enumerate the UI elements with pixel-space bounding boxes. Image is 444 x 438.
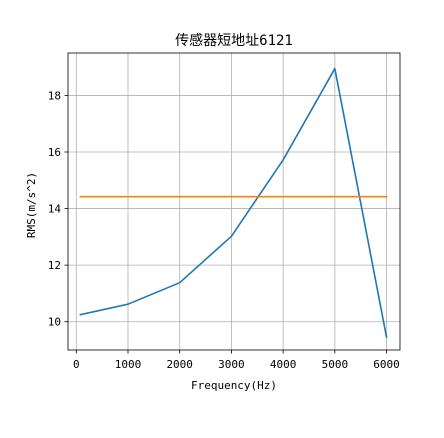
chart-title: 传感器短地址6121 [175,32,293,49]
y-tick-label: 18 [48,89,61,102]
ticks: 0 1000 2000 3000 4000 5000 6000 10 12 14 16 18 [48,89,400,371]
y-tick-label: 12 [48,259,61,272]
x-tick-label: 1000 [115,358,142,371]
y-tick-label: 10 [48,316,61,329]
grid [68,53,400,350]
series-line-1 [79,67,388,339]
x-axis-label: Frequency(Hz) [191,379,277,392]
x-tick-label: 3000 [218,358,245,371]
plot-series [79,67,388,339]
y-tick-label: 14 [48,203,62,216]
x-tick-label: 0 [73,358,80,371]
plot-frame [67,52,401,351]
x-tick-label: 6000 [373,358,400,371]
y-axis-label: RMS(m/s^2) [25,172,38,238]
x-tick-label: 5000 [322,358,349,371]
y-tick-label: 16 [48,146,61,159]
x-tick-label: 4000 [270,358,297,371]
x-tick-label: 2000 [166,358,193,371]
